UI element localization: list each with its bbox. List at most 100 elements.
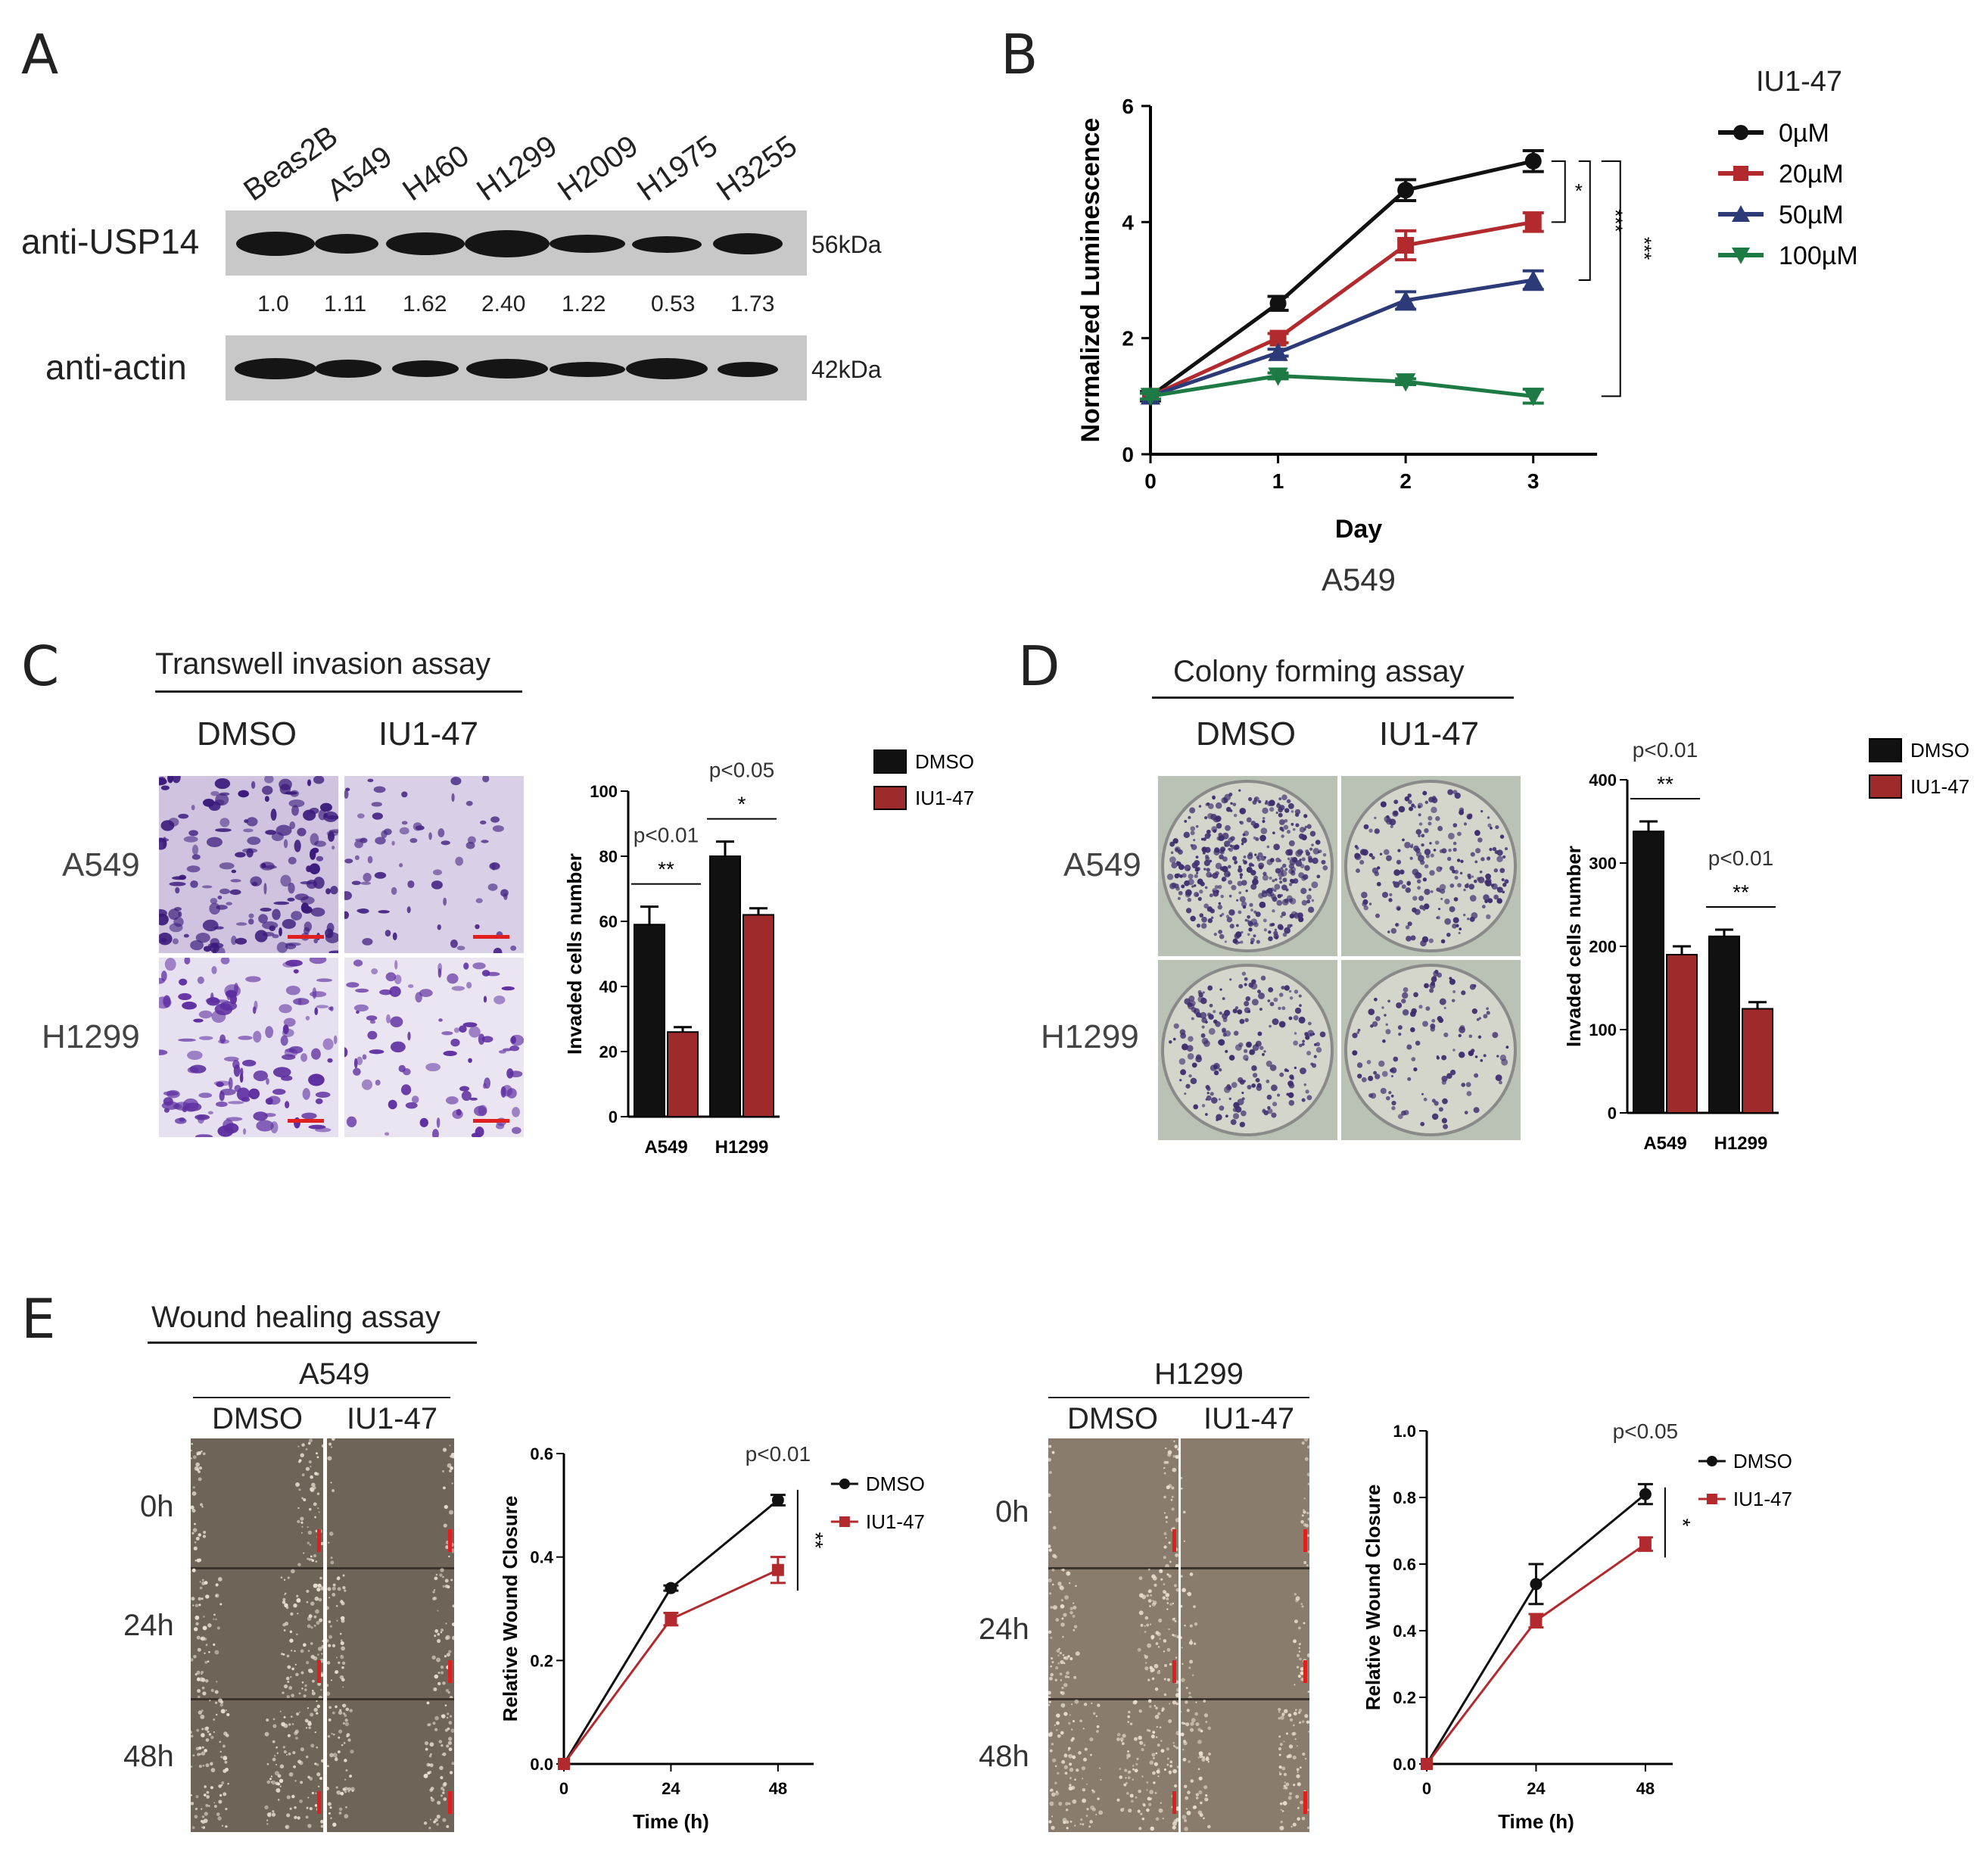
bar: [1708, 935, 1740, 1114]
y-tick-label: 4: [1122, 210, 1134, 234]
column-label: DMSO: [1067, 1402, 1158, 1435]
panel-label-e: E: [21, 1287, 56, 1351]
sig-star: **: [1657, 772, 1673, 796]
x-axis-title: Day: [1335, 515, 1382, 544]
data-point: [1268, 342, 1288, 361]
data-point: [1530, 1578, 1543, 1591]
y-tick-label: 0.2: [1393, 1688, 1416, 1707]
blot-row-label: anti-USP14: [21, 222, 200, 261]
quant-value: 2.40: [481, 291, 526, 316]
data-point: [771, 1494, 784, 1507]
time-label: 0h: [995, 1495, 1029, 1529]
y-tick-label: 0.0: [530, 1755, 553, 1774]
y-tick-label: 0.8: [1393, 1488, 1416, 1507]
chart-e-a549-wound: 0.0 0.2 0.4 0.6 0 24 48 Time (h) Relative Wound …: [500, 1442, 925, 1833]
time-label: 24h: [979, 1613, 1029, 1646]
colony-image-h1299-dmso: [1158, 960, 1337, 1140]
actin-blot: [226, 335, 807, 400]
x-tick-label: 1: [1272, 469, 1284, 493]
colony-image-a549-iu1: [1341, 776, 1521, 956]
assay-title: Wound healing assay: [151, 1301, 441, 1334]
y-tick-label: 80: [599, 847, 618, 866]
lane-label: Beas2B: [238, 119, 344, 208]
column-label: IU1-47: [1379, 715, 1480, 753]
transwell-image-a549-dmso: [159, 776, 338, 953]
kda-marker: 56kDa: [811, 231, 882, 258]
data-point: [1395, 290, 1416, 309]
bar: [709, 855, 741, 1117]
sig-star: **: [658, 858, 674, 881]
time-label: 24h: [123, 1609, 174, 1642]
y-tick-label: 0: [1122, 443, 1134, 466]
panel-label-b: B: [1001, 23, 1038, 86]
quant-value: 1.11: [324, 291, 367, 316]
lane-label: H2009: [552, 129, 644, 208]
y-axis-title: Invaded cells number: [1567, 846, 1585, 1047]
cell-line-header: A549: [299, 1357, 370, 1391]
y-axis-title: Relative Wound Closure: [1362, 1485, 1384, 1711]
y-tick-label: 300: [1589, 854, 1617, 873]
data-point: [839, 1479, 850, 1489]
legend-title: IU1-47: [1756, 66, 1842, 98]
wound-image-a549-iu1: [327, 1438, 454, 1832]
wound-image-a549-dmso: [191, 1438, 323, 1832]
y-axis-title: Relative Wound Closure: [500, 1496, 521, 1722]
quant-value: 1.62: [403, 291, 447, 316]
data-point: [1706, 1494, 1717, 1504]
title-underline: [155, 690, 522, 693]
data-point: [1639, 1488, 1652, 1500]
legend-label: 100µM: [1779, 242, 1858, 270]
x-tick-label: 48: [769, 1779, 787, 1798]
title-underline: [1152, 696, 1514, 699]
x-tick-label: A549: [1643, 1133, 1686, 1154]
x-axis-title: Time (h): [633, 1810, 709, 1833]
lane-label: H1975: [631, 129, 724, 208]
data-point: [1268, 367, 1288, 386]
x-tick-label: 24: [662, 1779, 680, 1798]
panel-label-a: A: [21, 23, 59, 86]
sig-star: *: [1575, 179, 1583, 202]
blot-row-label: anti-actin: [45, 347, 187, 387]
x-tick-label: H1299: [1714, 1133, 1768, 1154]
p-value: p<0.01: [1633, 738, 1698, 762]
usp14-blot: [226, 210, 807, 276]
title-underline: [148, 1342, 477, 1344]
column-label: DMSO: [212, 1402, 303, 1435]
data-point: [1733, 125, 1748, 140]
x-tick-label: 0: [559, 1779, 568, 1798]
x-tick-label: 24: [1527, 1779, 1546, 1798]
data-point: [665, 1613, 677, 1625]
p-value: p<0.05: [1613, 1419, 1678, 1443]
series-line: [1425, 1493, 1646, 1765]
data-point: [1395, 373, 1416, 392]
legend-label: DMSO: [1910, 739, 1969, 762]
transwell-image-h1299-dmso: [159, 958, 338, 1137]
x-tick-label: 48: [1636, 1779, 1655, 1798]
legend-label: DMSO: [866, 1472, 925, 1495]
time-label: 48h: [123, 1740, 174, 1773]
bar: [1666, 954, 1698, 1114]
series-line: [1150, 278, 1534, 398]
p-value: p<0.01: [1708, 846, 1773, 870]
column-label: DMSO: [1196, 715, 1296, 753]
legend-label: 0µM: [1779, 119, 1829, 148]
chart-d-colony: 0 100 200 300 400 Invaded cells number A549 ** p…: [1567, 738, 1969, 1154]
p-value: p<0.05: [709, 759, 774, 782]
bar: [743, 914, 774, 1117]
quant-value: 0.53: [651, 291, 696, 316]
y-tick-label: 100: [590, 782, 618, 801]
header-line: [1048, 1397, 1309, 1398]
y-tick-label: 40: [599, 977, 618, 996]
data-point: [1421, 1758, 1433, 1770]
lane-label: H1299: [471, 129, 563, 208]
bar: [634, 924, 665, 1117]
sig-star: *: [738, 793, 746, 816]
data-point: [558, 1758, 570, 1770]
assay-title: Transwell invasion assay: [155, 647, 491, 681]
data-point: [1397, 182, 1415, 199]
data-point: [1639, 1538, 1652, 1550]
x-tick-label: 0: [1144, 469, 1157, 493]
sig-star: *: [1671, 1519, 1695, 1527]
x-tick-label: 3: [1527, 469, 1540, 493]
sig-star: **: [804, 1532, 827, 1549]
